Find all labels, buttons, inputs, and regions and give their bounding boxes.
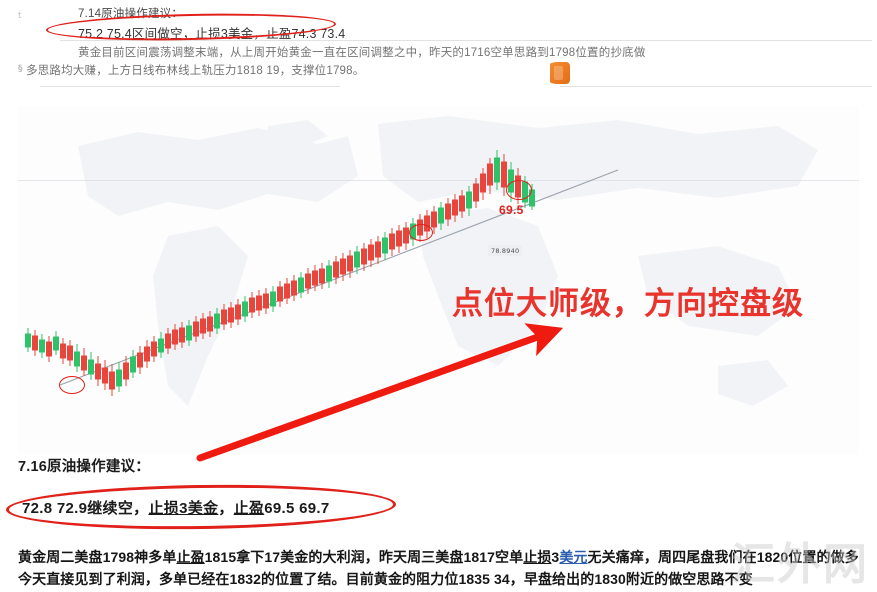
summary-stoploss: 止损 bbox=[523, 549, 552, 565]
advice-heading: 7.16原油操作建议： bbox=[18, 459, 150, 475]
red-ellipse-annotation-bottom bbox=[5, 482, 397, 532]
margin-mark-top: t bbox=[18, 11, 22, 21]
summary-takeprofit: 止盈 bbox=[176, 549, 205, 565]
prev-advice-heading: 7.14原油操作建议： bbox=[78, 8, 184, 20]
summary-paragraph: 黄金周二美盘1798神多单止盈1815拿下17美金的大利润，昨天周三美盘1817… bbox=[18, 546, 860, 590]
red-ellipse-chart-right bbox=[506, 180, 532, 200]
summary-part-2: 1815拿下17美金的大利润，昨天周三美盘1817空单 bbox=[204, 549, 524, 565]
summary-part-4: 无关痛痒，周四尾盘我们在1820位置的 bbox=[587, 549, 831, 565]
summary-part-5: 做多今天直接见到了利润，多单已经在1832的位置了结。目前黄金的阻力位1835 … bbox=[18, 549, 859, 587]
advice-takeprofit-label: 止盈 bbox=[233, 500, 265, 517]
headline-annotation: 点位大师级，方向控盘级 bbox=[452, 286, 804, 321]
prev-advice-text: 75.2 75.4区间做空，止损3美金，止盈74.3 73.4 bbox=[78, 27, 346, 41]
advice-line: 72.8 72.9继续空，止损3美金，止盈69.5 69.7 bbox=[22, 497, 330, 518]
orange-badge-icon bbox=[550, 62, 570, 84]
red-ellipse-chart-left bbox=[59, 376, 85, 394]
red-arrow-annotation bbox=[196, 323, 564, 462]
summary-part-3: 3 bbox=[551, 549, 560, 565]
top-document-snippet: t § 7.14原油操作建议： 75.2 75.4区间做空，止损3美金，止盈74… bbox=[0, 0, 877, 105]
prev-advice-line: 75.2 75.4区间做空，止损3美金，止盈74.3 73.4 bbox=[78, 23, 345, 42]
chart-price-callout: 69.5 bbox=[499, 203, 524, 217]
chart-horizontal-gridline bbox=[18, 180, 859, 181]
red-ellipse-chart-middle bbox=[409, 224, 433, 241]
divider-rule-3 bbox=[560, 86, 872, 87]
advice-comma: ， bbox=[218, 500, 234, 517]
advice-stoploss: 止损3美金 bbox=[148, 500, 219, 517]
divider-rule-1 bbox=[60, 40, 872, 41]
advice-prefix: 72.8 72.9继续空， bbox=[22, 500, 149, 517]
advice-takeprofit-values: 69.5 69.7 bbox=[264, 500, 330, 517]
prev-body-line-1: 黄金目前区间震荡调整末端，从上周开始黄金一直在区间调整之中，昨天的1716空单思… bbox=[78, 47, 646, 59]
summary-part-1: 黄金周二美盘1798神多单 bbox=[18, 549, 177, 565]
margin-mark-bottom: § bbox=[18, 64, 23, 74]
usd-link[interactable]: 美元 bbox=[559, 549, 588, 565]
prev-body-line-2: 多思路均大赚，上方日线布林线上轨压力1818 19，支撑位1798。 bbox=[26, 65, 365, 77]
divider-rule-2 bbox=[40, 86, 340, 87]
chart-high-price-tag: 78.8940 bbox=[488, 245, 523, 256]
price-chart-panel[interactable]: 78.8940 88.8260 bbox=[18, 106, 859, 455]
orange-badge-shape bbox=[550, 62, 570, 84]
